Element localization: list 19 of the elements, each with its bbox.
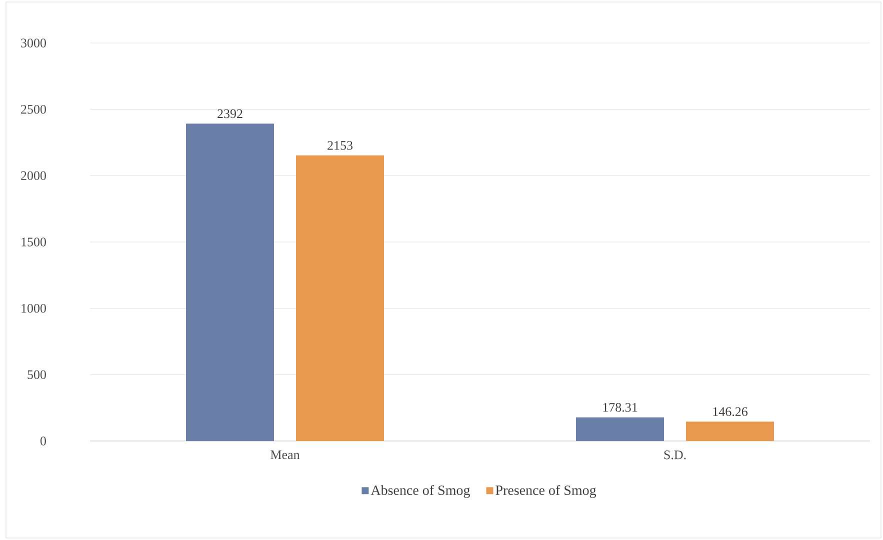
y-tick-label: 0 — [40, 436, 46, 446]
legend-label: Presence of Smog — [496, 484, 596, 498]
bar — [576, 417, 664, 441]
y-tick-label: 500 — [28, 370, 46, 380]
y-tick-label: 1000 — [22, 304, 46, 313]
data-label: 178.31 — [603, 402, 638, 412]
y-tick-label: 2000 — [21, 171, 46, 180]
bar — [686, 422, 774, 441]
y-tick-label: 2500 — [21, 104, 46, 114]
x-tick-label: Mean — [270, 450, 300, 460]
bar — [296, 155, 384, 441]
data-label: 2153 — [328, 141, 352, 150]
x-tick-label: S.D. — [664, 450, 686, 460]
y-tick-label: 1500 — [22, 238, 46, 246]
legend-label: Absence of Smog — [370, 484, 470, 498]
y-tick-label: 3000 — [21, 38, 46, 48]
bar — [186, 124, 274, 441]
data-label: 146.26 — [713, 407, 748, 416]
data-label: 2392 — [218, 109, 242, 118]
